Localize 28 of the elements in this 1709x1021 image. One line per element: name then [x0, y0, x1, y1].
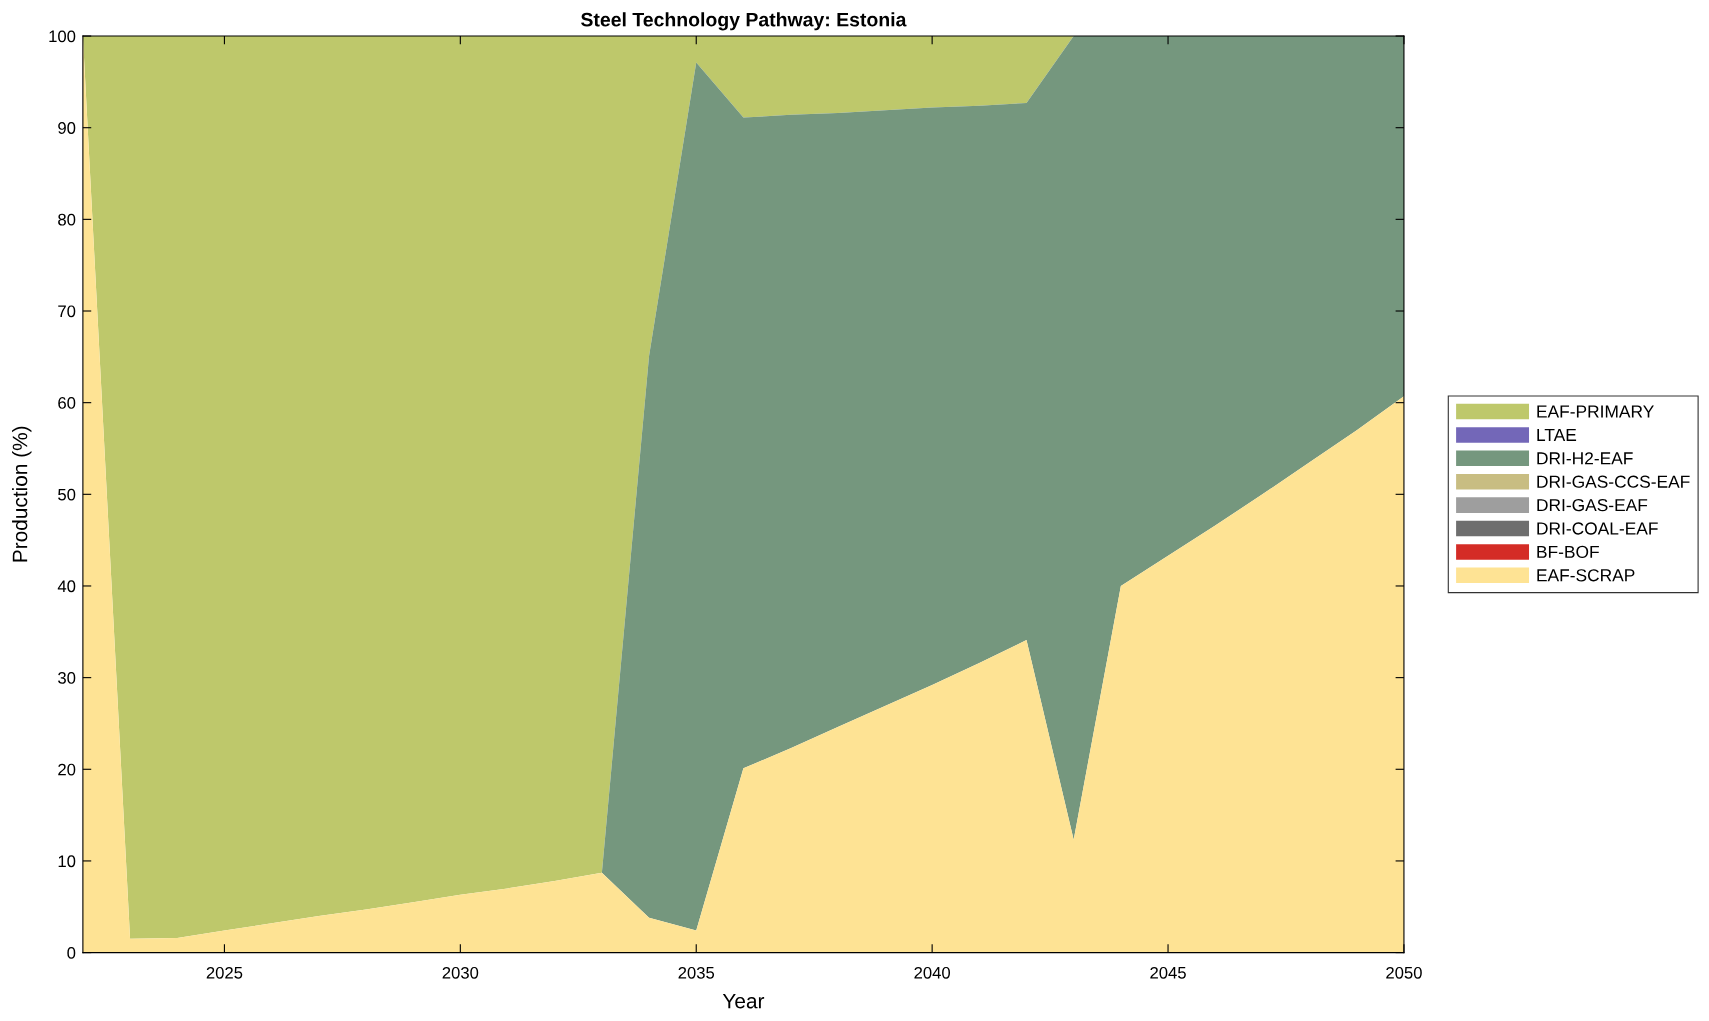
y-axis-title: Production (%) — [12, 426, 32, 562]
y-tick-label: 20 — [58, 763, 76, 776]
y-tick-label: 80 — [58, 213, 76, 226]
legend-label: DRI-H2-EAF — [1537, 452, 1633, 465]
legend-label: EAF-PRIMARY — [1537, 405, 1654, 418]
legend-label: EAF-SCRAP — [1537, 569, 1635, 582]
y-tick-label: 60 — [58, 397, 76, 409]
legend-label: DRI-COAL-EAF — [1537, 522, 1658, 535]
y-tick-label: 0 — [67, 946, 76, 959]
y-tick-label: 50 — [58, 488, 76, 501]
y-tick-label: 10 — [58, 855, 76, 868]
legend-label: DRI-GAS-EAF — [1537, 498, 1648, 512]
x-tick-label: 2025 — [206, 966, 243, 979]
x-tick-label: 2035 — [678, 966, 715, 979]
x-tick-label: 2040 — [914, 966, 951, 979]
y-tick-label: 100 — [49, 30, 76, 43]
legend-label: DRI-GAS-CCS-EAF — [1537, 475, 1690, 488]
y-tick-label: 70 — [58, 305, 76, 318]
y-tick-label: 40 — [57, 580, 76, 593]
legend-label: LTAE — [1537, 428, 1577, 441]
legend-label: BF-BOF — [1537, 545, 1599, 559]
x-tick-label: 2050 — [1386, 966, 1422, 979]
y-tick-label: 90 — [58, 122, 76, 134]
y-tick-label: 30 — [58, 672, 76, 684]
x-tick-label: 2030 — [442, 966, 479, 979]
chart-title: Steel Technology Pathway: Estonia — [581, 12, 907, 31]
x-tick-label: 2045 — [1150, 966, 1186, 979]
x-axis-title: Year — [722, 993, 765, 1009]
